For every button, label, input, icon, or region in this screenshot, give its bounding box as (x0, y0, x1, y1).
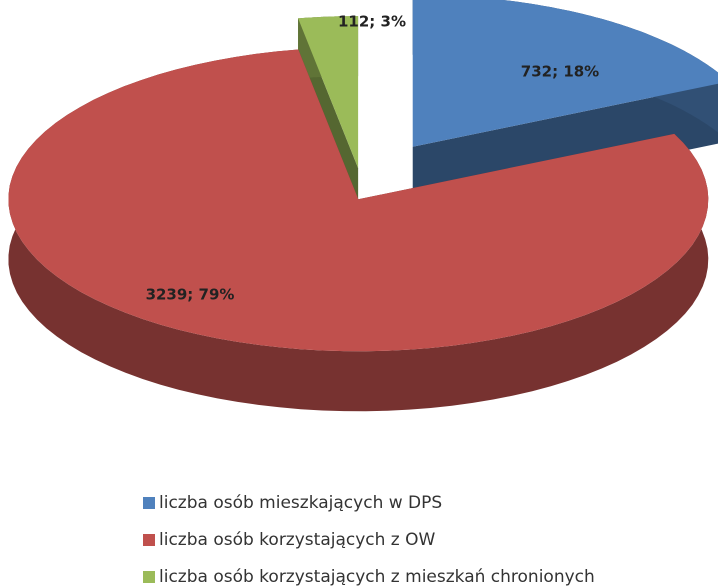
slice (298, 16, 359, 169)
legend-label: liczba osób korzystających z mieszkań ch… (159, 567, 595, 587)
data-label: 3239; 79% (146, 286, 235, 304)
slice (8, 49, 709, 352)
legend-label: liczba osób korzystających z OW (159, 530, 436, 550)
legend-swatch (143, 534, 155, 546)
data-label: 112; 3% (338, 13, 406, 31)
data-label: 732; 18% (521, 63, 599, 81)
legend-swatch (143, 497, 155, 509)
slice (412, 0, 718, 147)
legend-label: liczba osób mieszkających w DPS (159, 493, 442, 513)
legend-swatch (143, 571, 155, 583)
